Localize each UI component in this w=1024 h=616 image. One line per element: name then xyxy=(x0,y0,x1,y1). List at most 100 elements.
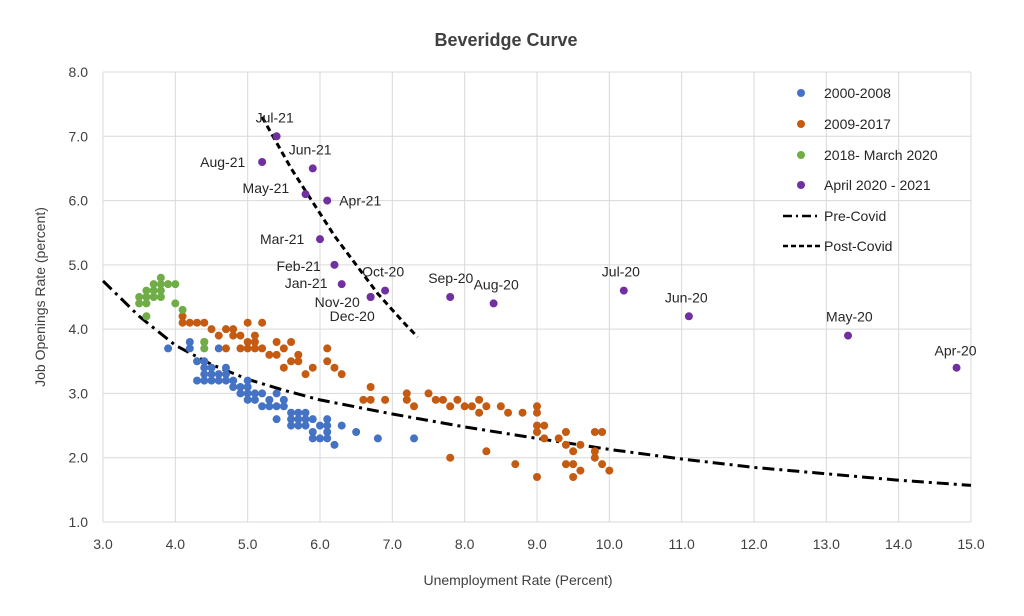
point-2000-2008 xyxy=(272,402,281,411)
point-2000-2008 xyxy=(279,395,288,404)
point-2018-march-2020 xyxy=(171,299,180,308)
point-2009-2017 xyxy=(482,402,491,411)
y-tick-label: 7.0 xyxy=(69,128,89,144)
point-2009-2017 xyxy=(561,428,570,436)
x-tick-label: 10.0 xyxy=(596,536,623,552)
point-2000-2008 xyxy=(265,395,274,404)
point-2000-2008 xyxy=(287,408,296,417)
point-2000-2008 xyxy=(236,389,245,398)
legend-marker-2000-2008 xyxy=(797,89,805,97)
point-2009-2017 xyxy=(279,344,288,353)
point-2000-2008 xyxy=(265,402,274,411)
point-2000-2008 xyxy=(193,376,202,385)
point-2000-2008 xyxy=(185,338,194,346)
point-2009-2017 xyxy=(214,331,223,340)
y-axis-title: Job Openings Rate (percent) xyxy=(32,207,48,387)
point-2009-2017 xyxy=(533,408,541,417)
line-post-covid xyxy=(260,116,419,338)
data-label-apr-20: Apr-20 xyxy=(935,343,977,359)
point-2009-2017 xyxy=(504,408,513,417)
point-2009-2017 xyxy=(410,402,419,411)
point-2000-2008 xyxy=(308,434,317,443)
point-2018-march-2020 xyxy=(156,280,165,289)
point-2009-2017 xyxy=(366,395,375,404)
point-2009-2017 xyxy=(221,325,230,334)
point-2000-2008 xyxy=(200,370,209,379)
point-2009-2017 xyxy=(446,453,455,462)
point-2009-2017 xyxy=(193,318,202,327)
point-2009-2017 xyxy=(424,389,433,398)
point-2000-2008 xyxy=(316,421,324,430)
point-2009-2017 xyxy=(279,363,288,372)
point-2009-2017 xyxy=(569,460,578,469)
point-2000-2008 xyxy=(200,363,209,372)
x-axis-title: Unemployment Rate (Percent) xyxy=(423,572,612,588)
point-2000-2008 xyxy=(294,421,303,430)
point-2000-2008 xyxy=(308,428,317,436)
point-2000-2008 xyxy=(207,370,216,379)
point-2009-2017 xyxy=(533,428,541,436)
point-2009-2017 xyxy=(533,421,541,430)
point-2000-2008 xyxy=(243,376,252,385)
point-2009-2017 xyxy=(402,395,411,404)
data-label-jun-21: Jun-21 xyxy=(289,141,332,157)
point-april-2020-2021 xyxy=(316,235,324,244)
point-2009-2017 xyxy=(511,460,520,469)
point-april-2020-2021 xyxy=(489,299,498,308)
point-2000-2008 xyxy=(200,376,209,385)
x-tick-label: 14.0 xyxy=(885,536,912,552)
point-2000-2008 xyxy=(243,383,252,391)
chart-title: Beveridge Curve xyxy=(434,30,577,50)
point-2009-2017 xyxy=(359,395,368,404)
point-2000-2008 xyxy=(243,395,252,404)
data-label-nov-20: Nov-20 xyxy=(315,294,360,310)
point-april-2020-2021 xyxy=(366,293,375,301)
point-2009-2017 xyxy=(250,331,259,340)
point-2000-2008 xyxy=(214,344,223,353)
point-april-2020-2021 xyxy=(323,196,332,205)
data-label-mar-21: Mar-21 xyxy=(260,231,305,247)
point-2000-2008 xyxy=(229,383,238,391)
point-2009-2017 xyxy=(250,338,259,346)
point-2000-2008 xyxy=(250,395,259,404)
point-2009-2017 xyxy=(308,363,317,372)
point-2000-2008 xyxy=(258,389,267,398)
point-2000-2008 xyxy=(323,415,332,424)
legend-marker-april-2020-2021 xyxy=(797,181,805,189)
point-2009-2017 xyxy=(402,389,411,398)
legend-label-pre-covid: Pre-Covid xyxy=(824,208,886,224)
point-2009-2017 xyxy=(475,408,484,417)
point-2009-2017 xyxy=(185,318,194,327)
point-april-2020-2021 xyxy=(308,164,317,173)
point-2009-2017 xyxy=(323,357,332,366)
point-2009-2017 xyxy=(258,318,267,327)
trend-lines xyxy=(101,116,972,487)
line-pre-covid xyxy=(101,279,972,487)
point-2018-march-2020 xyxy=(142,312,151,321)
point-2000-2008 xyxy=(214,370,223,379)
x-tick-label: 7.0 xyxy=(383,536,403,552)
point-2009-2017 xyxy=(453,395,462,404)
point-2000-2008 xyxy=(330,440,339,449)
x-tick-label: 8.0 xyxy=(455,536,475,552)
point-april-2020-2021 xyxy=(272,132,281,141)
point-2000-2008 xyxy=(410,434,419,443)
legend-label-2009-2017: 2009-2017 xyxy=(824,116,891,132)
gridlines xyxy=(102,71,972,523)
point-april-2020-2021 xyxy=(844,331,853,340)
point-2000-2008 xyxy=(229,376,238,385)
x-axis-ticks: 3.0 4.0 5.0 6.0 7.0 8.0 9.0 10.0 11.0 12.0 13.0 14.… xyxy=(93,536,985,552)
point-2009-2017 xyxy=(178,318,187,327)
point-2009-2017 xyxy=(366,383,375,391)
point-2009-2017 xyxy=(287,357,296,366)
point-2009-2017 xyxy=(533,473,541,481)
point-2009-2017 xyxy=(337,370,346,379)
point-2000-2008 xyxy=(164,344,173,353)
point-2000-2008 xyxy=(258,402,267,411)
point-2009-2017 xyxy=(221,344,230,353)
point-2009-2017 xyxy=(561,440,570,449)
point-2009-2017 xyxy=(496,402,505,411)
point-2018-march-2020 xyxy=(178,305,187,314)
y-tick-label: 2.0 xyxy=(69,450,89,466)
